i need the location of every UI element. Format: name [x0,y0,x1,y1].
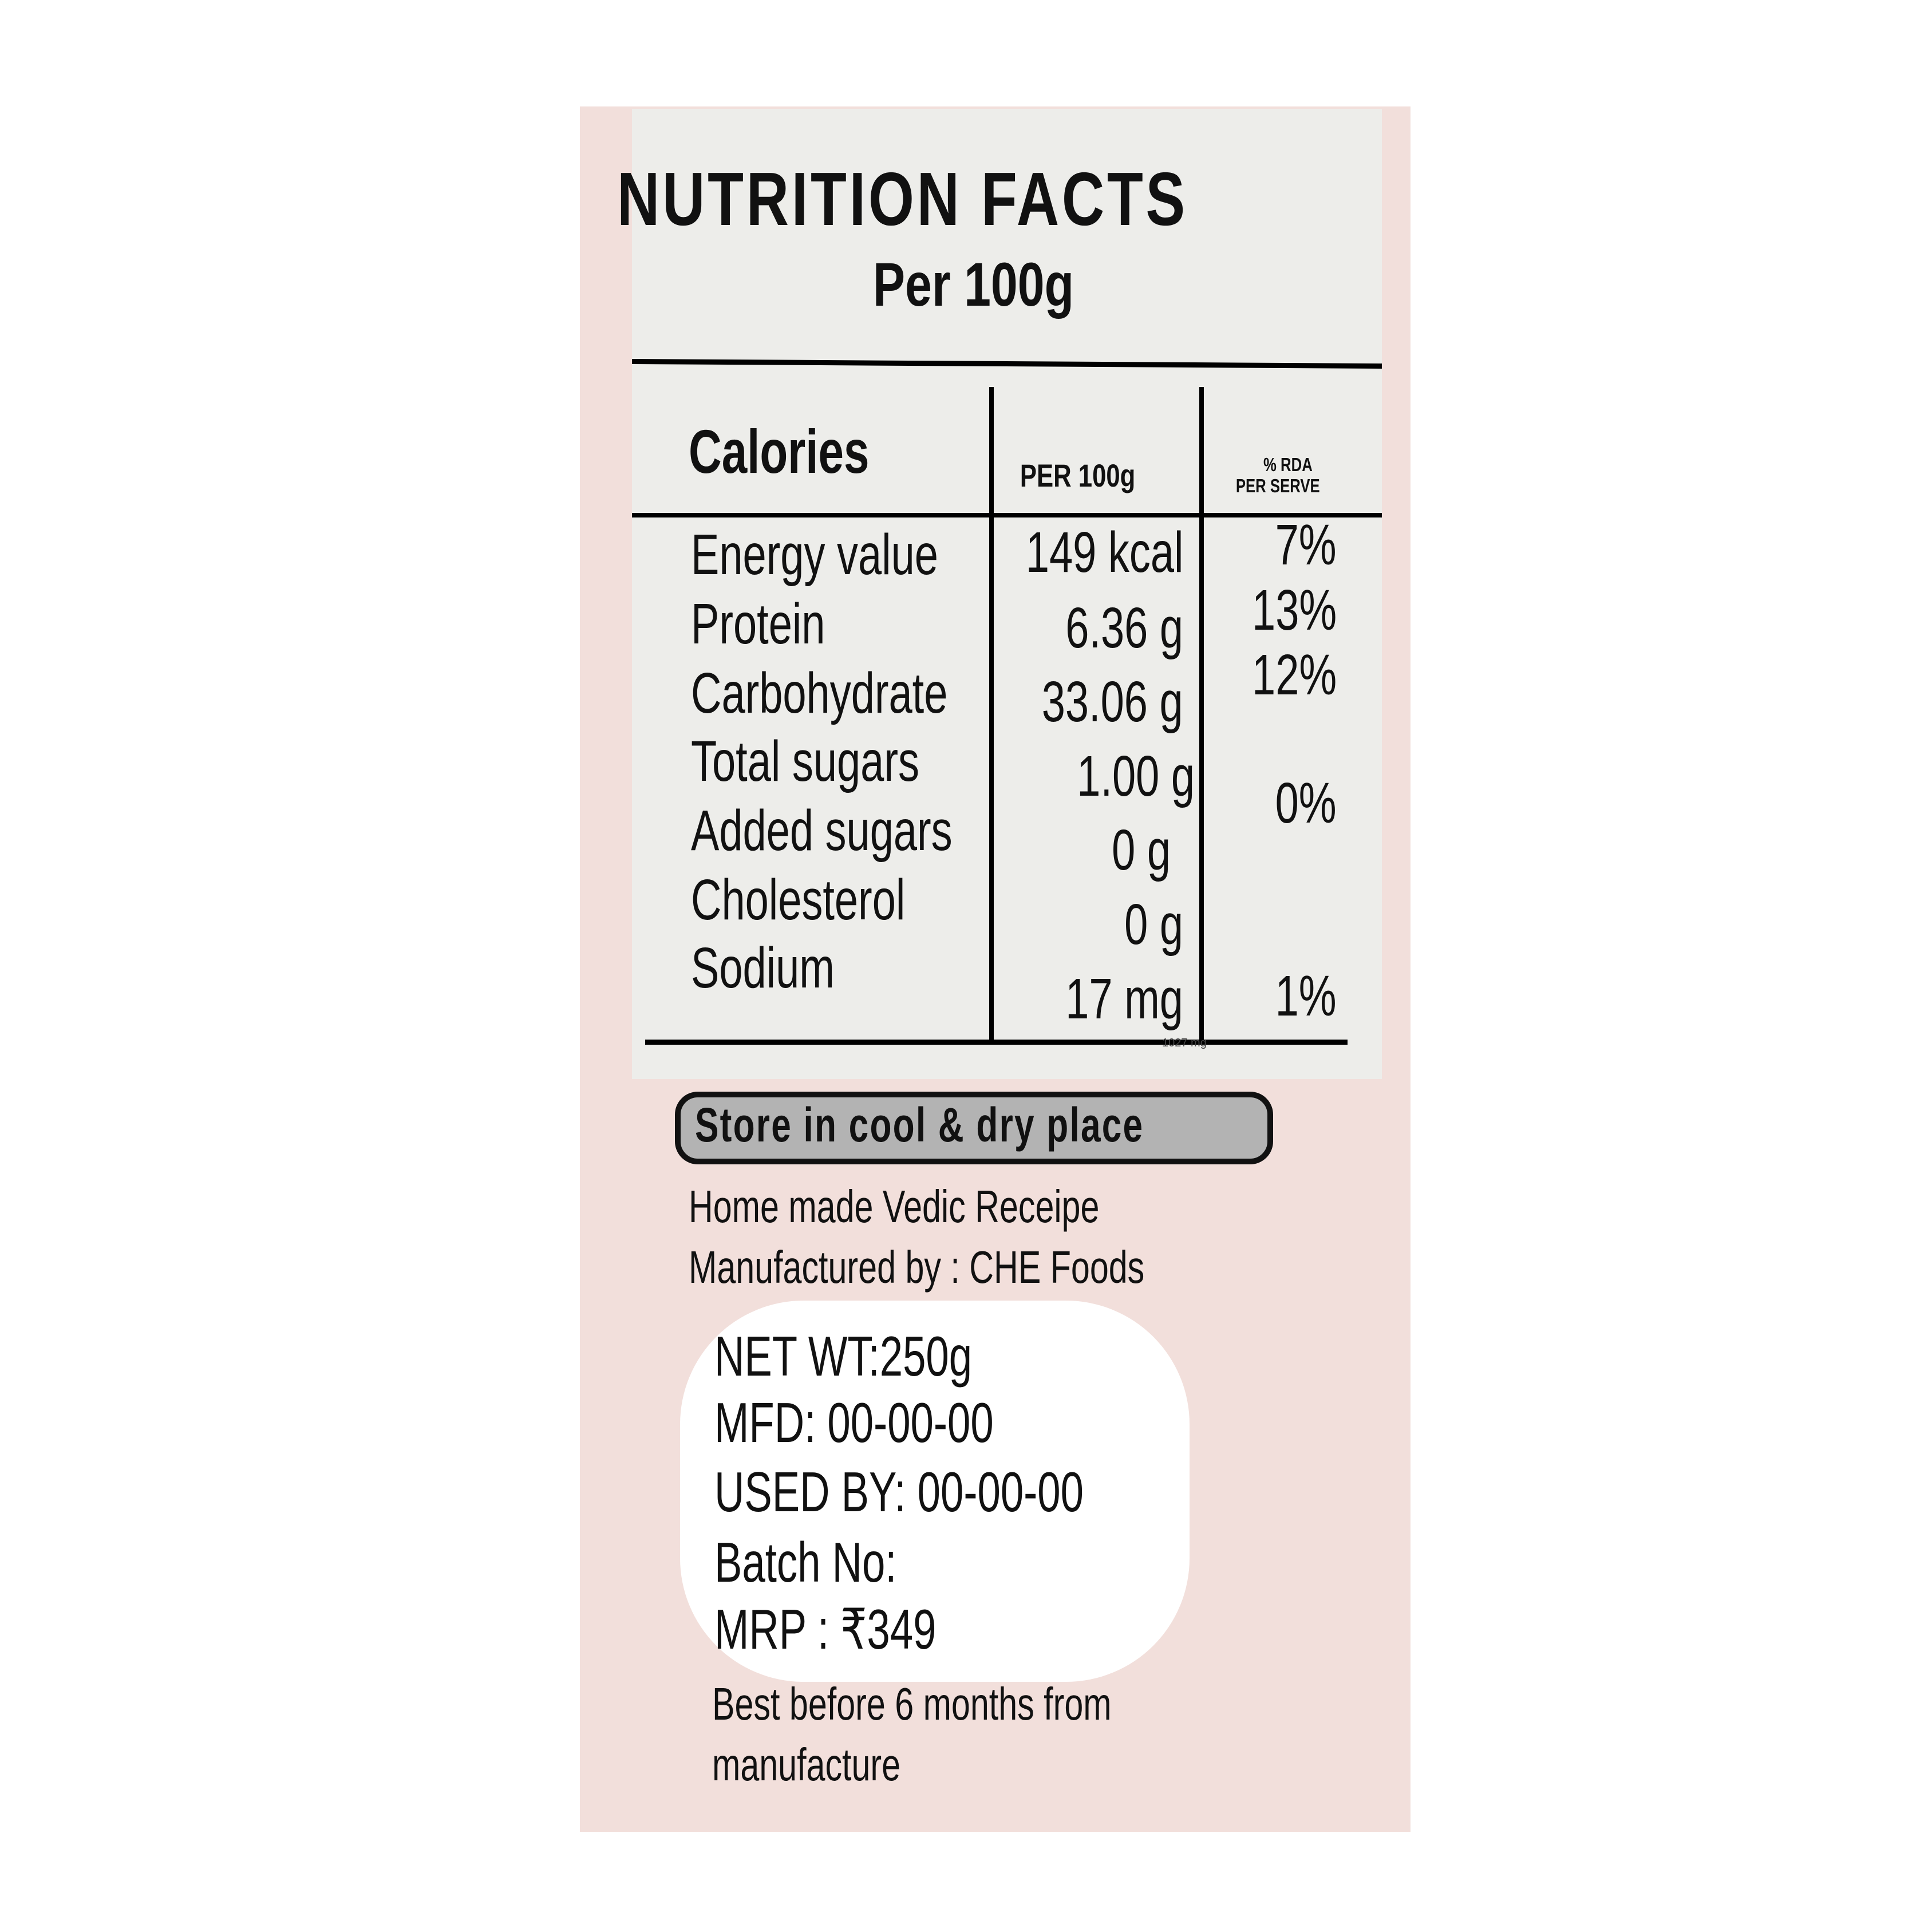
best-before-line2: manufacture [712,1739,901,1790]
storage-badge [675,1092,1273,1164]
rda-value: 13% [1251,578,1337,642]
nutrient-value: 17 mg [1065,967,1183,1031]
rda-value: 1% [1275,964,1337,1028]
nutrition-title: NUTRITION FACTS [617,157,1188,241]
nutrient-value: 0 g [1112,818,1171,882]
mrp-price: MRP : ₹349 [714,1598,937,1661]
per-100g-header: PER 100g [1020,457,1136,493]
batch-info-box [680,1301,1190,1682]
nutrient-name: Protein [691,592,825,656]
nutrient-value: 1.00 g [1077,744,1195,808]
nutrient-value: 149 kcal [1025,520,1183,584]
storage-text: Store in cool & dry place [695,1098,1144,1152]
nutrient-name: Energy value [691,523,938,587]
nutrient-value: 33.06 g [1042,670,1183,734]
net-weight: NET WT:250g [714,1325,973,1388]
divider-bottom [645,1040,1348,1045]
nutrient-name: Sodium [691,936,835,1000]
manufacturer-text: Manufactured by : CHE Foods [689,1242,1145,1293]
column-divider-1 [989,387,994,1043]
nutrition-table-panel [632,109,1382,1079]
rda-header-line2: PER SERVE [1235,475,1320,496]
rda-value: 0% [1275,771,1337,835]
recipe-text: Home made Vedic Receipe [689,1181,1100,1232]
nutrient-name: Total sugars [691,729,919,793]
sodium-footnote: 1027 mg [1162,1037,1207,1049]
best-before-line1: Best before 6 months from [712,1678,1112,1729]
rda-value: 7% [1275,513,1337,577]
batch-number: Batch No: [714,1531,897,1594]
used-by-date: USED BY: 00-00-00 [714,1460,1084,1523]
nutrient-value: 0 g [1124,892,1183,957]
rda-value: 12% [1251,643,1337,707]
per-100g-subtitle: Per 100g [872,250,1074,319]
nutrient-value: 6.36 g [1065,596,1183,660]
nutrient-name: Carbohydrate [691,661,948,725]
mfd-date: MFD: 00-00-00 [714,1391,994,1454]
nutrient-name: Added sugars [691,799,953,863]
nutrient-name: Cholesterol [691,868,906,932]
column-divider-2 [1199,387,1204,1043]
divider-header [632,513,1382,517]
calories-header: Calories [689,417,870,486]
rda-header-line1: % RDA [1263,454,1313,475]
